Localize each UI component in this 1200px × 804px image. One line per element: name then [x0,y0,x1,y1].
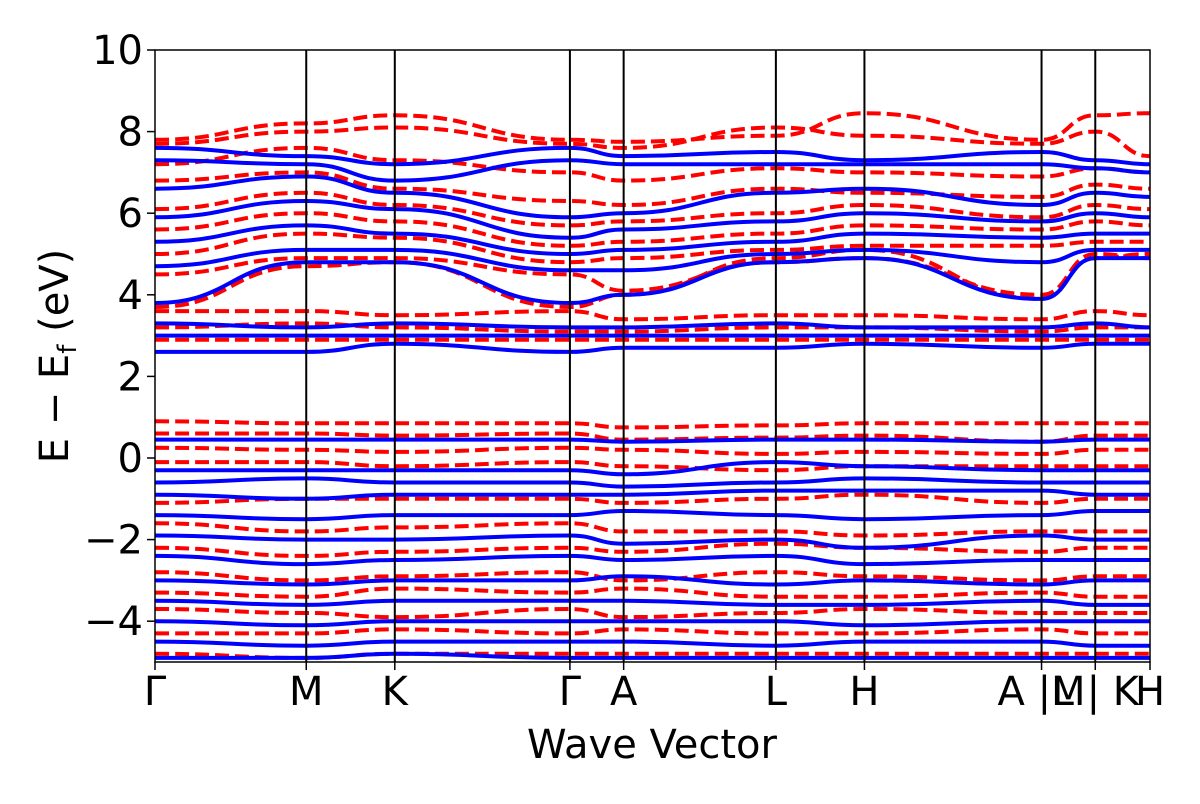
x-tick-label-6: H [849,669,879,715]
band-dashed-red-9 [155,309,1150,322]
x-tick-label-1: M [289,669,324,715]
band-solid-blue-24 [155,145,1150,167]
y-tick-label-0: −4 [84,599,143,645]
band-solid-blue-42 [155,598,1150,607]
band-solid-blue-44 [155,639,1150,648]
x-tick-label-2: K [382,669,410,715]
band-dashed-red-22 [155,627,1150,636]
x-tick-label-7: A |M [998,669,1086,715]
band-dashed-red-1 [155,125,1150,159]
band-dashed-red-18 [155,541,1150,558]
x-tick-label-9: H [1135,669,1165,715]
band-solid-blue-37 [155,488,1150,501]
band-dashed-red-4 [155,190,1150,228]
band-solid-blue-39 [155,533,1150,550]
band-solid-blue-43 [155,619,1150,628]
band-solid-blue-33 [155,341,1150,354]
band-dashed-red-20 [155,586,1150,599]
band-solid-blue-38 [155,508,1150,522]
y-tick-label-6: 8 [118,110,143,156]
y-tick-label-3: 2 [118,354,143,400]
high-symmetry-lines [305,50,1097,662]
band-dashed-red-12 [155,419,1150,430]
band-dashed-red-21 [155,606,1150,620]
x-tick-label-3: Γ [559,669,582,715]
y-axis-ticks: −4 −2 0 2 4 6 8 10 [84,28,155,645]
x-tick-label-0: Γ [144,669,167,715]
y-tick-label-2: 0 [118,436,143,482]
band-dashed-red-3 [155,170,1150,208]
band-solid-blue-34 [155,437,1150,444]
y-tick-label-5: 6 [118,191,143,237]
band-dashed-red-7 [155,251,1150,297]
y-tick-label-4: 4 [118,273,143,319]
band-solid-blue-29 [155,247,1150,273]
x-tick-label-8: L | K [1052,669,1141,715]
y-tick-label-1: −2 [84,518,143,564]
band-solid-blue-30 [155,256,1150,306]
x-tick-label-4: A [610,669,638,715]
band-dashed-red-14 [155,445,1150,456]
plot-frame [154,49,1151,663]
y-tick-label-7: 10 [92,28,143,74]
series-layer [155,111,1150,660]
y-axis-label: E − Ef (eV) [32,249,83,464]
band-dashed-red-0 [155,111,1150,144]
x-tick-label-5: L [765,669,788,715]
band-dashed-red-17 [155,521,1150,538]
band-solid-blue-36 [155,476,1150,489]
x-axis-label: Wave Vector [527,722,778,768]
